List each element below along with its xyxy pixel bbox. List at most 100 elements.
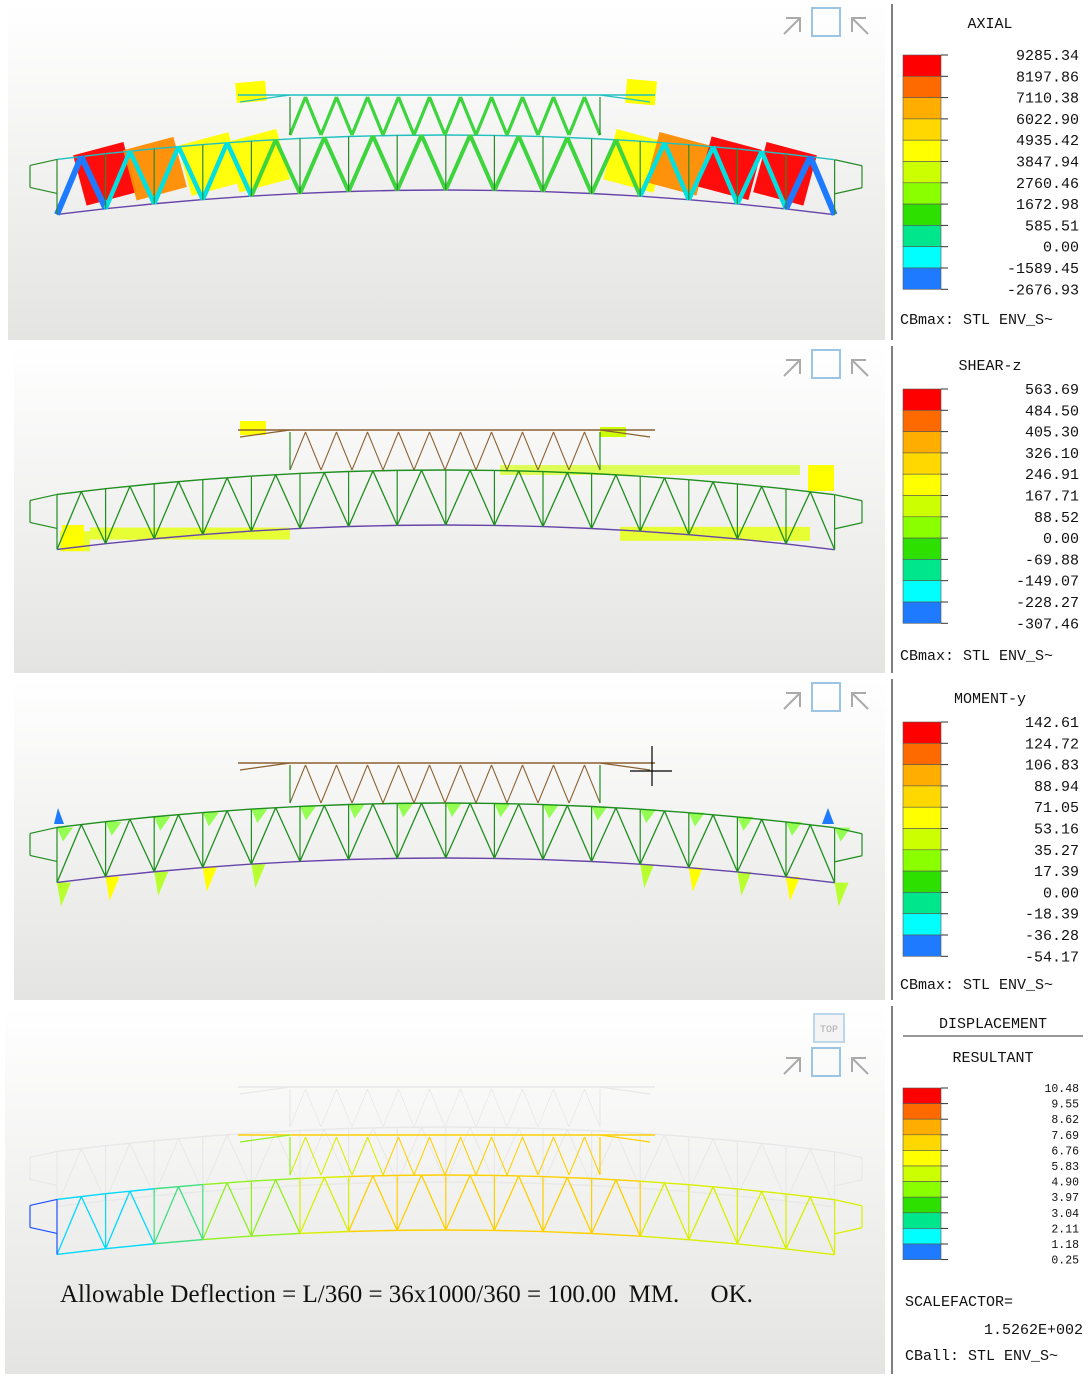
legend-band bbox=[903, 1150, 941, 1166]
legend-label: 5.83 bbox=[1051, 1161, 1079, 1174]
legend-label: 0.00 bbox=[1043, 885, 1079, 902]
legend-band bbox=[903, 1135, 941, 1151]
legend-label: 4.90 bbox=[1051, 1177, 1079, 1190]
legend-band bbox=[903, 1119, 941, 1135]
legend-band bbox=[903, 1088, 941, 1104]
legend-band bbox=[903, 268, 941, 289]
legend-footer: CBmax: STL ENV_S~ bbox=[900, 648, 1053, 665]
legend-label: 3.97 bbox=[1051, 1192, 1079, 1205]
legend-label: 124.72 bbox=[1025, 736, 1079, 753]
legend-band bbox=[903, 474, 941, 495]
legend-band bbox=[903, 743, 941, 764]
deflection-note: Allowable Deflection = L/360 = 36x1000/3… bbox=[60, 1281, 753, 1308]
legend-title: DISPLACEMENT bbox=[939, 1016, 1047, 1033]
legend-label: -18.39 bbox=[1025, 907, 1079, 924]
legend-label: 9285.34 bbox=[1016, 48, 1079, 65]
legend-label: -307.46 bbox=[1016, 616, 1079, 633]
legend-band bbox=[903, 225, 941, 246]
legend-band bbox=[903, 722, 941, 743]
legend-label: 326.10 bbox=[1025, 446, 1079, 463]
legend-label: 1672.98 bbox=[1016, 197, 1079, 214]
legend-band bbox=[903, 765, 941, 786]
legend-label: 142.61 bbox=[1025, 715, 1079, 732]
legend-band bbox=[903, 850, 941, 871]
legend-label: 88.52 bbox=[1034, 510, 1079, 527]
legend-label: 0.00 bbox=[1043, 531, 1079, 548]
legend-band bbox=[903, 140, 941, 161]
legend-title: MOMENT-y bbox=[954, 691, 1026, 708]
legend-label: 8197.86 bbox=[1016, 69, 1079, 86]
legend-label: 10.48 bbox=[1044, 1083, 1079, 1096]
legend-band bbox=[903, 1244, 941, 1260]
legend-band bbox=[903, 98, 941, 119]
legend-label: 167.71 bbox=[1025, 489, 1079, 506]
legend-label: -54.17 bbox=[1025, 949, 1079, 966]
axial-patch bbox=[625, 79, 657, 106]
legend-label: 3.04 bbox=[1051, 1208, 1079, 1221]
legend-label: 3847.94 bbox=[1016, 155, 1079, 172]
legend-band bbox=[903, 559, 941, 580]
legend-band bbox=[903, 204, 941, 225]
legend-band bbox=[903, 1182, 941, 1198]
legend-subtitle: RESULTANT bbox=[952, 1050, 1033, 1067]
legend-band bbox=[903, 410, 941, 431]
legend-label: -2676.93 bbox=[1007, 282, 1079, 299]
legend-band bbox=[903, 496, 941, 517]
legend-band bbox=[903, 389, 941, 410]
legend-band bbox=[903, 247, 941, 268]
legend-label: 71.05 bbox=[1034, 800, 1079, 817]
legend-label: 484.50 bbox=[1025, 403, 1079, 420]
legend-label: 7.69 bbox=[1051, 1130, 1079, 1143]
legend-label: 17.39 bbox=[1034, 864, 1079, 881]
legend-label: 1.18 bbox=[1051, 1239, 1079, 1252]
legend-band bbox=[903, 871, 941, 892]
legend-band bbox=[903, 914, 941, 935]
legend-label: 7110.38 bbox=[1016, 91, 1079, 108]
legend-band bbox=[903, 1213, 941, 1229]
legend-label: 6022.90 bbox=[1016, 112, 1079, 129]
legend-band bbox=[903, 453, 941, 474]
legend-band bbox=[903, 183, 941, 204]
legend-label: 405.30 bbox=[1025, 425, 1079, 442]
shear-patch bbox=[240, 421, 266, 435]
legend-band bbox=[903, 1197, 941, 1213]
legend-label: 0.25 bbox=[1051, 1255, 1079, 1268]
legend-label: 4935.42 bbox=[1016, 133, 1079, 150]
view-cube-label: TOP bbox=[820, 1025, 838, 1036]
viewport-bg bbox=[14, 679, 885, 1000]
legend-band bbox=[903, 538, 941, 559]
legend-band bbox=[903, 432, 941, 453]
legend-band bbox=[903, 1104, 941, 1120]
scale-label: SCALEFACTOR= bbox=[905, 1294, 1013, 1311]
screenshot: TOP AXIAL9285.34 8197.86 7110.38 6022.90 4935… bbox=[0, 0, 1089, 1376]
legend-footer: CBall: STL ENV_S~ bbox=[905, 1348, 1058, 1365]
legend-band bbox=[903, 581, 941, 602]
legend-title: AXIAL bbox=[967, 16, 1012, 33]
legend-label: -1589.45 bbox=[1007, 261, 1079, 278]
legend-band bbox=[903, 1228, 941, 1244]
legend-label: -36.28 bbox=[1025, 928, 1079, 945]
legend-label: 0.00 bbox=[1043, 240, 1079, 257]
legend-label: -228.27 bbox=[1016, 595, 1079, 612]
scale-value: 1.5262E+002 bbox=[984, 1322, 1083, 1339]
legend-label: 106.83 bbox=[1025, 758, 1079, 775]
legend-band bbox=[903, 55, 941, 76]
legend-label: 563.69 bbox=[1025, 382, 1079, 399]
legend-label: 53.16 bbox=[1034, 822, 1079, 839]
legend-band bbox=[903, 162, 941, 183]
legend-label: 585.51 bbox=[1025, 218, 1079, 235]
legend-label: 2760.46 bbox=[1016, 176, 1079, 193]
legend-band bbox=[903, 786, 941, 807]
legend-band bbox=[903, 76, 941, 97]
legend-label: -149.07 bbox=[1016, 574, 1079, 591]
legend-label: 8.62 bbox=[1051, 1114, 1079, 1127]
legend-label: 2.11 bbox=[1051, 1223, 1079, 1236]
legend-title: SHEAR-z bbox=[958, 358, 1021, 375]
viewport-bg bbox=[14, 346, 885, 673]
legend-band bbox=[903, 829, 941, 850]
legend-band bbox=[903, 807, 941, 828]
legend-footer: CBmax: STL ENV_S~ bbox=[900, 312, 1053, 329]
legend-band bbox=[903, 517, 941, 538]
shear-patch bbox=[90, 528, 290, 540]
